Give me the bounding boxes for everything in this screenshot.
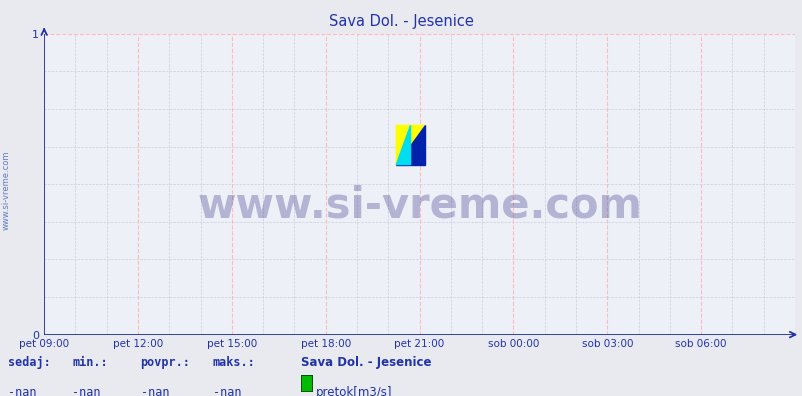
Text: maks.:: maks.: (213, 356, 255, 369)
Text: -nan: -nan (8, 386, 36, 396)
Text: min.:: min.: (72, 356, 107, 369)
Polygon shape (396, 126, 410, 165)
Text: povpr.:: povpr.: (140, 356, 190, 369)
Polygon shape (396, 126, 424, 165)
Text: -nan: -nan (140, 386, 168, 396)
Text: Sava Dol. - Jesenice: Sava Dol. - Jesenice (329, 14, 473, 29)
Text: www.si-vreme.com: www.si-vreme.com (2, 150, 11, 230)
Polygon shape (396, 126, 424, 165)
Text: sedaj:: sedaj: (8, 356, 51, 369)
Text: pretok[m3/s]: pretok[m3/s] (315, 386, 391, 396)
Text: Sava Dol. - Jesenice: Sava Dol. - Jesenice (301, 356, 431, 369)
Text: -nan: -nan (213, 386, 241, 396)
Text: www.si-vreme.com: www.si-vreme.com (196, 184, 642, 226)
Text: -nan: -nan (72, 386, 100, 396)
